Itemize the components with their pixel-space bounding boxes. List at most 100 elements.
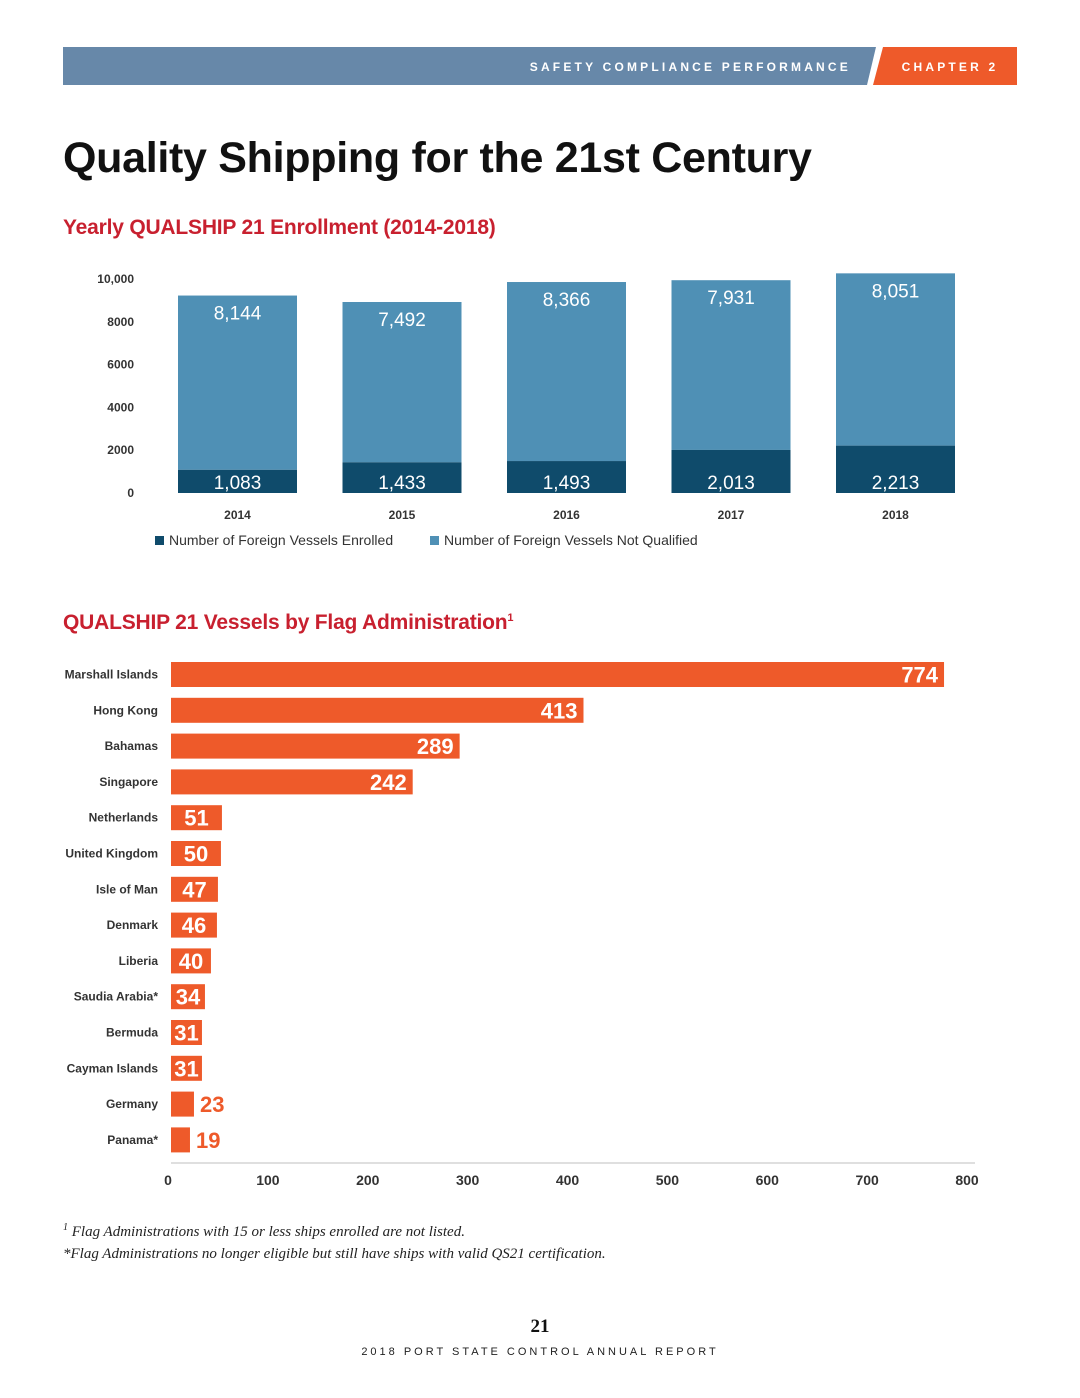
- bar-enrolled: [342, 462, 462, 493]
- legend-enrolled: Number of Foreign Vessels Enrolled: [155, 532, 393, 548]
- flag-bar: [171, 876, 218, 902]
- x-tick-label: 0: [164, 1172, 172, 1188]
- footnote-2: *Flag Administrations no longer eligible…: [63, 1246, 606, 1262]
- bar-label-not-qualified: 7,492: [378, 310, 426, 331]
- flag-bar: [171, 948, 211, 974]
- flag-bar: [171, 805, 222, 831]
- y-category-label: United Kingdom: [65, 847, 158, 861]
- bar-enrolled: [671, 449, 791, 493]
- legend-enrolled-label: Number of Foreign Vessels Enrolled: [169, 532, 394, 548]
- flag-chart-title-superscript: 1: [507, 612, 514, 624]
- x-tick-label: 2017: [718, 508, 745, 522]
- x-tick-label: 2014: [224, 508, 251, 522]
- flag-bar-value: 40: [179, 949, 203, 974]
- page-title: Quality Shipping for the 21st Century: [63, 134, 812, 182]
- flag-bar-value: 774: [901, 663, 938, 688]
- x-tick-label: 200: [356, 1172, 380, 1188]
- flag-bar-value: 51: [184, 806, 208, 831]
- header-chapter-band: [873, 47, 1017, 85]
- y-tick-label: 8000: [107, 315, 134, 329]
- y-tick-label: 2000: [107, 443, 134, 457]
- legend-not-qualified-label: Number of Foreign Vessels Not Qualified: [444, 532, 698, 548]
- y-category-label: Cayman Islands: [67, 1061, 159, 1075]
- bar-label-not-qualified: 7,931: [707, 288, 755, 309]
- x-tick-label: 400: [556, 1172, 580, 1188]
- bar-not-qualified: [671, 280, 791, 450]
- legend-not-qualified-swatch: [430, 535, 439, 545]
- flag-bar: [171, 1127, 190, 1153]
- flag-bar-value: 31: [174, 1056, 198, 1081]
- x-tick-label: 700: [855, 1172, 879, 1188]
- y-category-label: Netherlands: [89, 811, 159, 825]
- flag-chart: Marshall Islands 774 Hong Kong 413 Bahamas 28…: [65, 662, 979, 1188]
- flag-bar-value: 242: [370, 770, 407, 795]
- bar-not-qualified: [178, 295, 297, 470]
- page-number: 21: [530, 1316, 550, 1337]
- footnote-1: 1 Flag Administrations with 15 or less s…: [63, 1217, 606, 1243]
- bar-label-enrolled: 1,083: [214, 473, 262, 494]
- y-category-label: Bahamas: [105, 739, 159, 753]
- flag-bar: [171, 912, 217, 938]
- x-tick-label: 300: [456, 1172, 480, 1188]
- flag-bar: [171, 841, 221, 866]
- x-tick-label: 800: [955, 1172, 979, 1188]
- flag-chart-title-text: QUALSHIP 21 Vessels by Flag Administrati…: [63, 611, 508, 634]
- header-section-label: SAFETY COMPLIANCE PERFORMANCE: [530, 60, 851, 74]
- footnote-1-marker: 1: [63, 1222, 68, 1233]
- flag-bar-value: 289: [417, 734, 454, 759]
- x-tick-label: 100: [256, 1172, 280, 1188]
- flag-bar-value: 413: [541, 698, 578, 723]
- bar-label-not-qualified: 8,144: [214, 304, 262, 325]
- flag-bar: [171, 733, 460, 759]
- bar-not-qualified: [342, 302, 462, 463]
- y-category-label: Denmark: [107, 918, 159, 932]
- flag-chart-title: QUALSHIP 21 Vessels by Flag Administrati…: [63, 611, 514, 635]
- bar-label-not-qualified: 8,051: [872, 281, 920, 302]
- bar-not-qualified: [836, 273, 955, 446]
- y-tick-label: 6000: [107, 358, 134, 372]
- flag-bar-value: 31: [174, 1021, 198, 1046]
- flag-bar: [171, 984, 205, 1010]
- flag-bar: [171, 662, 945, 687]
- flag-bar-value: 47: [182, 877, 206, 902]
- y-tick-label: 0: [127, 486, 134, 500]
- y-category-label: Saudia Arabia*: [74, 990, 159, 1004]
- y-category-label: Marshall Islands: [65, 668, 159, 682]
- y-category-label: Isle of Man: [96, 882, 158, 896]
- enrollment-chart-title: Yearly QUALSHIP 21 Enrollment (2014-2018…: [63, 216, 496, 239]
- x-tick-label: 600: [756, 1172, 780, 1188]
- legend-not-qualified: Number of Foreign Vessels Not Qualified: [430, 532, 698, 548]
- footnotes: 1 Flag Administrations with 15 or less s…: [63, 1217, 606, 1265]
- bar-enrolled: [507, 461, 626, 493]
- y-category-label: Hong Kong: [93, 703, 158, 717]
- bar-label-enrolled: 2,013: [707, 473, 755, 494]
- footnote-1-text: Flag Administrations with 15 or less shi…: [71, 1224, 465, 1240]
- flag-bar: [171, 1091, 194, 1117]
- bar-label-enrolled: 2,213: [872, 473, 920, 494]
- flag-bar: [171, 769, 413, 795]
- header-bar: SAFETY COMPLIANCE PERFORMANCE CHAPTER 2: [63, 47, 1017, 85]
- y-tick-label: 4000: [107, 400, 134, 414]
- x-tick-label: 2015: [389, 508, 416, 522]
- bar-enrolled: [178, 469, 297, 493]
- y-category-label: Bermuda: [106, 1026, 158, 1040]
- bar-label-not-qualified: 8,366: [543, 290, 591, 311]
- flag-bar: [171, 1055, 202, 1081]
- flag-bar-value: 34: [176, 985, 201, 1010]
- bar-not-qualified: [507, 282, 626, 462]
- y-category-label: Singapore: [99, 775, 158, 789]
- flag-bar-value: 46: [182, 913, 206, 938]
- y-category-label: Liberia: [119, 954, 159, 968]
- flag-bar: [171, 1020, 202, 1045]
- flag-bar: [171, 697, 584, 723]
- x-tick-label: 500: [656, 1172, 680, 1188]
- enrollment-chart: 0 2000 4000 6000 8000 10,000 8,144 1,083 2014 7,4…: [97, 272, 955, 522]
- y-category-label: Panama*: [107, 1133, 158, 1147]
- header-section-band: [63, 47, 876, 85]
- y-tick-label: 10,000: [97, 272, 134, 286]
- bar-label-enrolled: 1,433: [378, 473, 426, 494]
- bar-label-enrolled: 1,493: [543, 473, 591, 494]
- x-tick-label: 2016: [553, 508, 580, 522]
- y-category-label: Germany: [106, 1097, 158, 1111]
- flag-bar-value: 50: [184, 842, 208, 867]
